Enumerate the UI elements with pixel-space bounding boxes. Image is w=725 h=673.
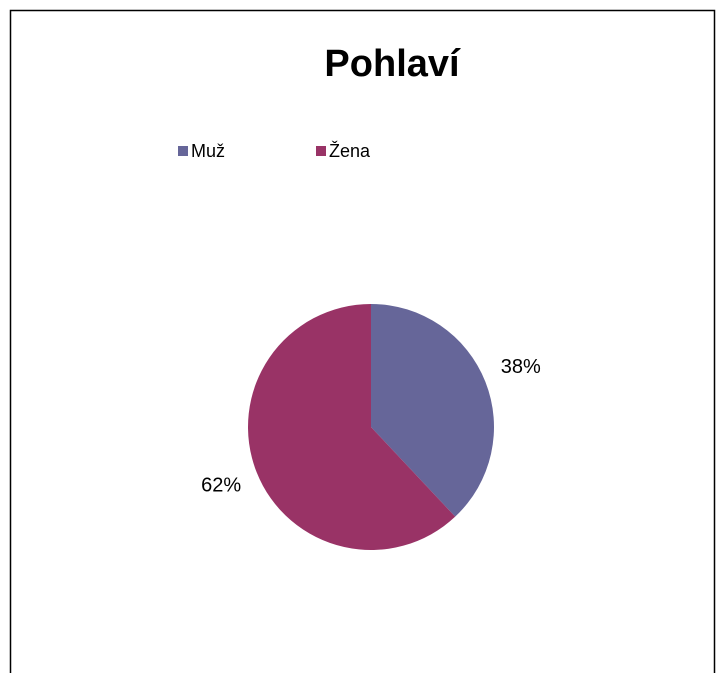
chart-title: Pohlaví xyxy=(324,43,461,85)
pie-slice xyxy=(247,304,456,550)
pie-slice xyxy=(371,304,494,517)
data-label: 38% xyxy=(501,356,541,378)
legend-label: Žena xyxy=(329,141,371,161)
legend-label: Muž xyxy=(191,141,225,161)
data-label: 62% xyxy=(201,475,241,497)
legend-swatch xyxy=(178,146,188,156)
legend-swatch xyxy=(316,146,326,156)
